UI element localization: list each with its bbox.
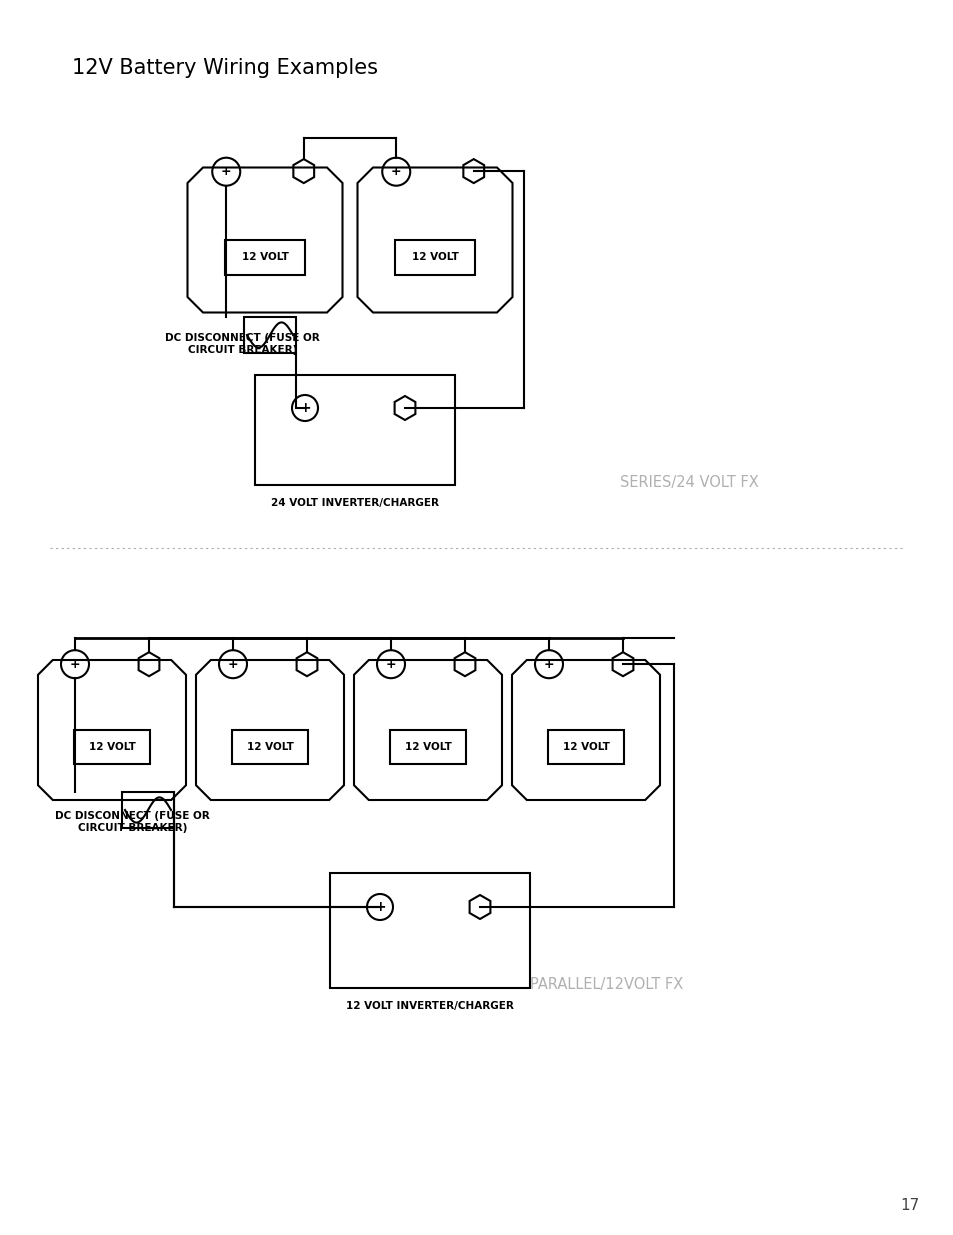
Text: +: + — [374, 900, 385, 914]
Text: SERIES/24 VOLT FX: SERIES/24 VOLT FX — [619, 475, 758, 490]
Text: 24 VOLT INVERTER/CHARGER: 24 VOLT INVERTER/CHARGER — [271, 498, 438, 508]
Bar — [330, 872, 530, 988]
Bar — [73, 730, 151, 763]
Text: 12 VOLT: 12 VOLT — [411, 252, 458, 262]
Text: 12 VOLT: 12 VOLT — [562, 742, 609, 752]
Text: 12 VOLT: 12 VOLT — [246, 742, 294, 752]
Text: DC DISCONNECT (FUSE OR
CIRCUIT BREAKER): DC DISCONNECT (FUSE OR CIRCUIT BREAKER) — [165, 333, 319, 354]
Bar — [547, 730, 624, 763]
Text: 12 VOLT INVERTER/CHARGER: 12 VOLT INVERTER/CHARGER — [346, 1000, 514, 1010]
Text: PARALLEL/12VOLT FX: PARALLEL/12VOLT FX — [530, 977, 682, 993]
Bar — [254, 375, 455, 485]
Text: +: + — [299, 401, 311, 415]
Bar — [389, 730, 466, 763]
Bar — [244, 317, 295, 353]
Text: 12 VOLT: 12 VOLT — [89, 742, 135, 752]
Text: 17: 17 — [899, 1198, 919, 1213]
Text: DC DISCONNECT (FUSE OR
CIRCUIT BREAKER): DC DISCONNECT (FUSE OR CIRCUIT BREAKER) — [55, 811, 210, 832]
Bar — [395, 240, 475, 275]
Text: +: + — [385, 658, 395, 671]
Text: 12 VOLT: 12 VOLT — [241, 252, 288, 262]
Text: +: + — [221, 165, 232, 178]
Bar — [225, 240, 305, 275]
Text: +: + — [70, 658, 80, 671]
Bar — [232, 730, 308, 763]
Text: 12V Battery Wiring Examples: 12V Battery Wiring Examples — [71, 58, 377, 78]
Text: +: + — [543, 658, 554, 671]
Bar — [122, 792, 173, 827]
Text: 12 VOLT: 12 VOLT — [404, 742, 451, 752]
Text: +: + — [228, 658, 238, 671]
Text: +: + — [391, 165, 401, 178]
